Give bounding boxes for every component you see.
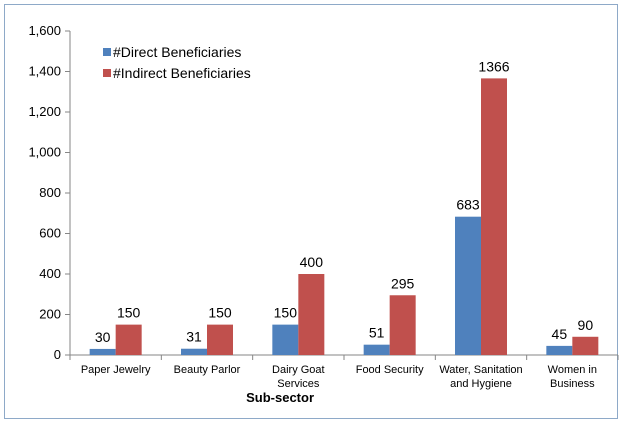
category-label-line: Dairy Goat bbox=[272, 364, 325, 376]
y-tick-label: 1,200 bbox=[28, 104, 61, 119]
category-labels: Paper Jewelry Beauty Parlor Dairy Goat Serv… bbox=[81, 364, 597, 390]
indirect-data-label: 1366 bbox=[478, 58, 509, 74]
indirect-data-label: 295 bbox=[391, 275, 415, 291]
direct-bar bbox=[363, 344, 390, 355]
category-label-line: Water, Sanitation bbox=[439, 364, 522, 376]
direct-data-label: 30 bbox=[95, 329, 111, 345]
y-tick-label: 1,400 bbox=[28, 64, 61, 79]
category-label: Water, Sanitation and Hygiene bbox=[439, 364, 522, 390]
category-label: Food Security bbox=[356, 364, 424, 376]
y-tick-label: 400 bbox=[39, 266, 61, 281]
indirect-bar bbox=[389, 295, 416, 355]
indirect-data-label: 150 bbox=[117, 305, 141, 321]
legend: #Direct Beneficiaries #Indirect Beneficia… bbox=[103, 44, 251, 81]
direct-data-label: 45 bbox=[552, 326, 568, 342]
indirect-bar bbox=[115, 324, 142, 355]
category-label: Dairy Goat Services bbox=[272, 364, 325, 390]
category-label-line: Services bbox=[277, 378, 320, 390]
direct-data-label: 31 bbox=[186, 329, 202, 345]
category-label-line: Women in bbox=[548, 364, 597, 376]
indirect-legend-swatch bbox=[103, 69, 111, 77]
indirect-bar bbox=[298, 274, 325, 355]
category-label-line: Business bbox=[550, 378, 595, 390]
axes: 0 200 400 600 800 1,000 1,200 1,400 1,600 bbox=[28, 23, 619, 362]
category-label-line: and Hygiene bbox=[450, 378, 512, 390]
direct-bar bbox=[455, 216, 481, 355]
direct-bar bbox=[546, 345, 573, 355]
indirect-data-label: 400 bbox=[300, 254, 324, 270]
category-label-line: Food Security bbox=[356, 364, 424, 376]
y-tick-label: 600 bbox=[39, 226, 61, 241]
category-label: Beauty Parlor bbox=[174, 364, 241, 376]
direct-bar bbox=[181, 348, 207, 355]
direct-legend-swatch bbox=[103, 48, 111, 56]
y-tick-label: 0 bbox=[54, 347, 61, 362]
chart-frame: 0 200 400 600 800 1,000 1,200 1,400 1,600 30 150 3… bbox=[4, 4, 619, 419]
indirect-bar bbox=[481, 78, 507, 355]
category-label-line: Beauty Parlor bbox=[174, 364, 241, 376]
direct-data-label: 51 bbox=[369, 325, 385, 341]
y-tick-label: 1,600 bbox=[28, 23, 61, 38]
category-label: Paper Jewelry bbox=[81, 364, 151, 376]
indirect-data-label: 90 bbox=[578, 317, 594, 333]
indirect-data-label: 150 bbox=[208, 305, 232, 321]
direct-bar bbox=[272, 324, 299, 355]
indirect-bar bbox=[572, 336, 599, 355]
direct-legend-label: #Direct Beneficiaries bbox=[113, 44, 241, 60]
category-label-line: Paper Jewelry bbox=[81, 364, 151, 376]
y-tick-label: 200 bbox=[39, 307, 61, 322]
y-tick-label: 800 bbox=[39, 185, 61, 200]
y-tick-label: 1,000 bbox=[28, 145, 61, 160]
direct-data-label: 150 bbox=[274, 305, 298, 321]
category-label: Women in Business bbox=[548, 364, 597, 390]
x-axis-title: Sub-sector bbox=[246, 390, 314, 405]
indirect-bar bbox=[207, 324, 233, 355]
direct-data-label: 683 bbox=[456, 197, 480, 213]
indirect-legend-label: #Indirect Beneficiaries bbox=[113, 65, 251, 81]
bars bbox=[89, 78, 599, 355]
direct-bar bbox=[89, 348, 116, 355]
data-labels: 30 150 31 150 150 400 51 295 683 1366 45 90 bbox=[95, 58, 593, 345]
